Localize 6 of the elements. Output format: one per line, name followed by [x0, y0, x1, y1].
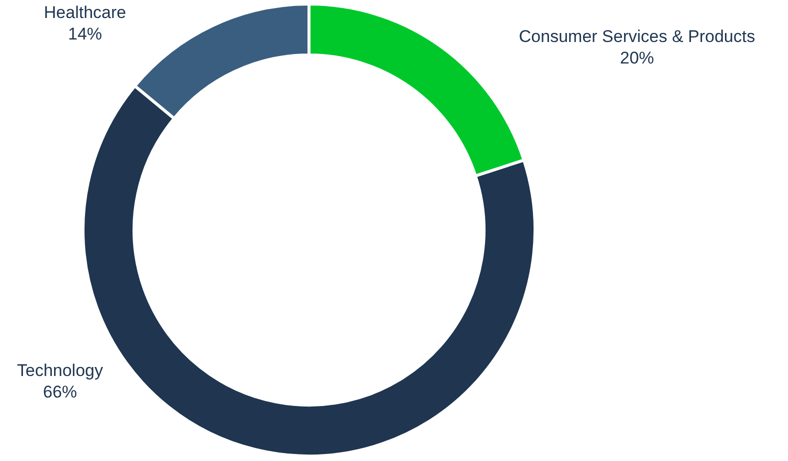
data-label: 14% [68, 24, 102, 44]
data-label: 66% [42, 382, 78, 402]
slice-label: Healthcare [44, 3, 126, 22]
data-label: 20% [620, 48, 654, 68]
slice-label: Technology [16, 361, 104, 380]
slice-label: Consumer Services & Products [518, 27, 756, 46]
